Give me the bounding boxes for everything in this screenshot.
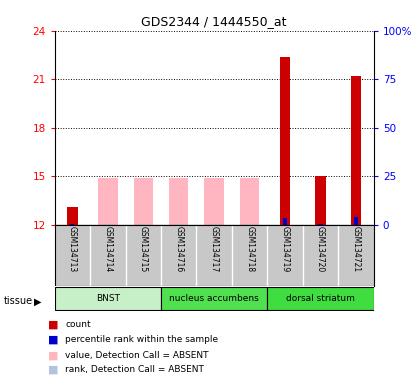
Bar	[55, 287, 161, 310]
Text: value, Detection Call = ABSENT: value, Detection Call = ABSENT	[65, 351, 209, 360]
Text: ■: ■	[48, 335, 59, 345]
Bar	[98, 178, 118, 225]
Text: ■: ■	[48, 350, 59, 360]
Bar	[161, 287, 268, 310]
Bar	[280, 56, 291, 225]
Text: ■: ■	[48, 364, 59, 374]
Bar	[247, 224, 253, 225]
Bar	[283, 218, 287, 225]
Text: BNST: BNST	[96, 293, 120, 303]
Text: GSM134721: GSM134721	[352, 227, 360, 273]
Bar	[354, 217, 358, 225]
Bar	[205, 178, 224, 225]
Text: dorsal striatum: dorsal striatum	[286, 293, 355, 303]
Bar	[169, 178, 189, 225]
Text: tissue: tissue	[4, 296, 33, 306]
Bar	[318, 223, 323, 225]
Bar	[268, 287, 374, 310]
Title: GDS2344 / 1444550_at: GDS2344 / 1444550_at	[142, 15, 287, 28]
Bar	[140, 224, 147, 225]
Bar	[315, 176, 326, 225]
Text: GSM134717: GSM134717	[210, 227, 219, 273]
Text: GSM134716: GSM134716	[174, 227, 183, 273]
Bar	[176, 224, 182, 225]
Text: GSM134719: GSM134719	[281, 227, 290, 273]
Text: rank, Detection Call = ABSENT: rank, Detection Call = ABSENT	[65, 365, 204, 374]
Text: nucleus accumbens: nucleus accumbens	[169, 293, 259, 303]
Text: GSM134713: GSM134713	[68, 227, 77, 273]
Bar	[351, 76, 361, 225]
Bar	[105, 224, 111, 225]
Text: GSM134718: GSM134718	[245, 227, 254, 273]
Text: GSM134715: GSM134715	[139, 227, 148, 273]
Text: ▶: ▶	[34, 296, 42, 306]
Bar	[134, 178, 153, 225]
Text: percentile rank within the sample: percentile rank within the sample	[65, 335, 218, 344]
Text: count: count	[65, 320, 91, 329]
Bar	[70, 223, 74, 225]
Bar	[240, 178, 260, 225]
Text: GSM134720: GSM134720	[316, 227, 325, 273]
Bar	[67, 207, 78, 225]
Text: ■: ■	[48, 319, 59, 329]
Text: GSM134714: GSM134714	[103, 227, 112, 273]
Bar	[211, 224, 218, 225]
